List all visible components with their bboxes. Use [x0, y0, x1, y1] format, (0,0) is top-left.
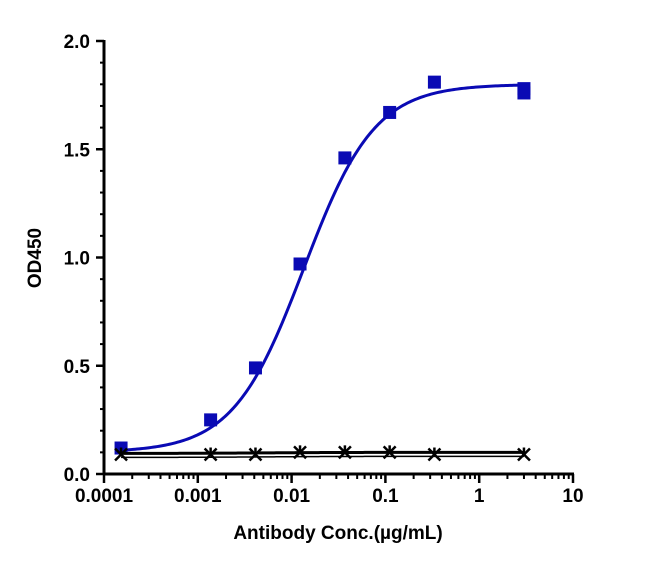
y-tick-label: 0.5: [64, 357, 91, 378]
data-point-asterisk: [338, 445, 352, 460]
fit-curve: [121, 450, 524, 455]
x-axis-ticks: 0.0001 0.001 0.01 0.1 1 10: [75, 474, 584, 507]
y-tick-label: 2.0: [64, 32, 90, 53]
x-tick-label: 0.01: [273, 486, 310, 507]
fit-curve-replicate: [121, 455, 524, 459]
x-tick-label: 0.0001: [75, 486, 134, 507]
data-point-asterisk: [203, 447, 218, 462]
data-point-square: [293, 257, 307, 271]
axes: 0.0 0.5 1.0 1.5 2.0 0.0001 0.001 0.01 0.1 1 10: [64, 32, 584, 507]
y-tick-label: 1.5: [64, 140, 91, 161]
x-tick-label: 1: [474, 486, 485, 507]
data-point-asterisk: [248, 447, 263, 462]
x-tick-label: 10: [562, 486, 583, 507]
x-tick-label: 0.001: [174, 486, 222, 507]
data-point-square: [427, 75, 441, 89]
data-point-asterisk: [382, 445, 397, 460]
x-tick-label: 0.1: [372, 486, 399, 507]
y-tick-label: 0.0: [64, 465, 90, 486]
data-point-asterisk: [114, 447, 128, 462]
data-point-asterisk: [293, 445, 307, 460]
y-axis-ticks: 0.0 0.5 1.0 1.5 2.0: [64, 32, 104, 486]
y-tick-label: 1.0: [64, 249, 90, 270]
plot-area: [114, 75, 531, 462]
series-antibody: [114, 75, 531, 455]
data-point-square: [517, 86, 531, 100]
data-point-square: [204, 413, 218, 427]
series-negative-control: [114, 445, 531, 462]
fit-curve: [120, 83, 524, 452]
data-point-square: [338, 151, 352, 165]
data-point-asterisk: [427, 447, 442, 462]
data-point-asterisk: [517, 447, 531, 462]
y-axis-title: OD450: [25, 228, 46, 288]
data-point-square: [248, 361, 262, 375]
data-point-square: [383, 105, 397, 119]
x-axis-title: Antibody Conc.(µg/mL): [233, 523, 442, 544]
